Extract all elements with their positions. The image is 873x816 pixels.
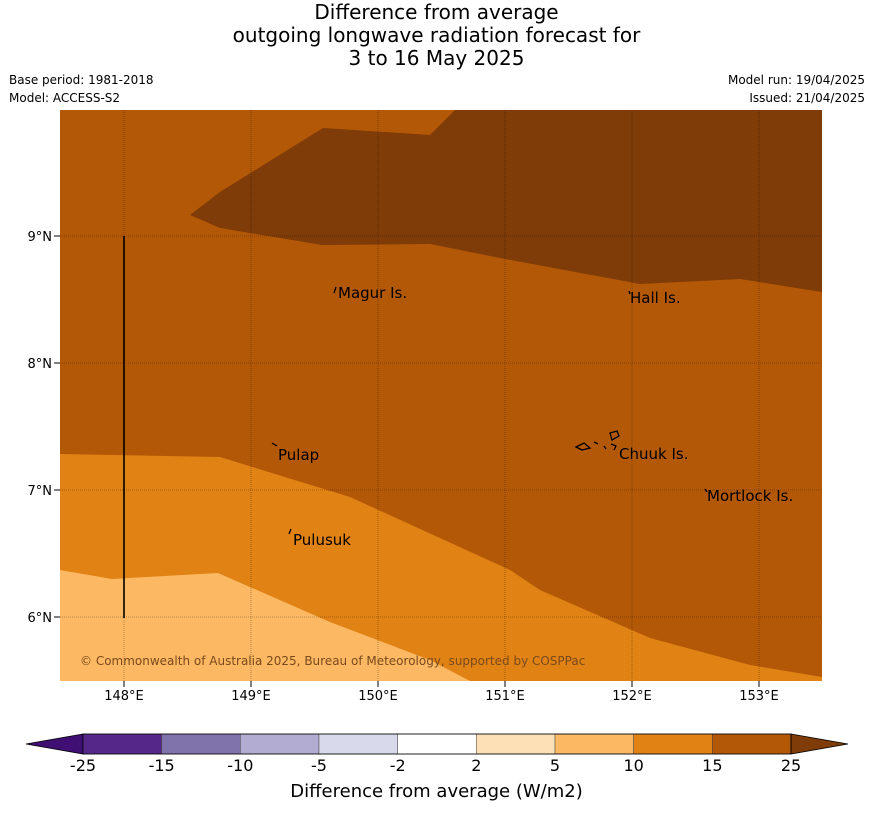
- colorbar-segment: [318, 733, 398, 755]
- colorbar-segment: [82, 733, 162, 755]
- colorbar-arrow-low: [25, 733, 84, 755]
- lon-tick-150e: 150°E: [358, 689, 398, 704]
- colorbar-tick-label: 10: [623, 756, 643, 775]
- region-5-10: [60, 570, 470, 681]
- colorbar-tick-label: -10: [227, 756, 253, 775]
- colorbar: -25 -15 -10 -5 -2 2 5 10 15 25: [25, 733, 849, 775]
- island-outlines: [271, 286, 708, 535]
- lon-tick-153e: 153°E: [739, 689, 779, 704]
- copyright-text: © Commonwealth of Australia 2025, Bureau…: [80, 654, 585, 668]
- lat-tick-9n: 9°N: [28, 230, 53, 245]
- place-label-pulap: Pulap: [278, 446, 319, 464]
- colorbar-segment: [397, 733, 477, 755]
- lon-tick-148e: 148°E: [104, 689, 144, 704]
- meta-right: Model run: 19/04/2025 Issued: 21/04/2025: [728, 71, 865, 107]
- colorbar-tick-label: -25: [70, 756, 96, 775]
- colorbar-tick-label: 15: [702, 756, 722, 775]
- colorbar-segment: [712, 733, 792, 755]
- colorbar-tick-label: -5: [311, 756, 327, 775]
- place-label-mortlock: Mortlock Is.: [707, 487, 793, 505]
- lat-tick-8n: 8°N: [28, 357, 53, 372]
- colorbar-segment: [161, 733, 241, 755]
- lon-axis: 148°E 149°E 150°E 151°E 152°E 153°E: [104, 681, 779, 704]
- meta-left: Base period: 1981-2018 Model: ACCESS-S2: [9, 71, 154, 107]
- model-run-text: Model run: 19/04/2025: [727, 73, 865, 87]
- model-text: Model: ACCESS-S2: [9, 91, 121, 105]
- colorbar-tick-label: 25: [781, 756, 801, 775]
- region-above-25: [190, 110, 822, 292]
- colorbar-tick-label: 2: [471, 756, 481, 775]
- colorbar-tick-label: -2: [390, 756, 406, 775]
- lon-tick-152e: 152°E: [612, 689, 652, 704]
- issued-text: Issued: 21/04/2025: [749, 91, 865, 105]
- place-label-chuuk: Chuuk Is.: [619, 445, 688, 463]
- colorbar-arrow-high: [790, 733, 849, 755]
- lat-axis: 9°N 8°N 7°N 6°N: [28, 230, 60, 626]
- lon-tick-149e: 149°E: [231, 689, 271, 704]
- graticule: [60, 110, 822, 681]
- lat-tick-6n: 6°N: [28, 611, 53, 626]
- title-line-2: outgoing longwave radiation forecast for: [232, 23, 641, 47]
- lon-tick-151e: 151°E: [485, 689, 525, 704]
- colorbar-segment: [633, 733, 713, 755]
- place-label-pulusuk: Pulusuk: [293, 531, 351, 549]
- colorbar-label: Difference from average (W/m2): [290, 781, 583, 802]
- colorbar-tick-label: 5: [550, 756, 560, 775]
- lat-tick-7n: 7°N: [28, 484, 53, 499]
- place-label-hall: Hall Is.: [630, 289, 681, 307]
- colorbar-outline: [82, 733, 792, 755]
- colorbar-segment: [476, 733, 556, 755]
- colorbar-segment: [554, 733, 634, 755]
- colorbar-tick-label: -15: [149, 756, 175, 775]
- map-plot-area: Magur Is. Hall Is. Pulap Chuuk Is. Mortl…: [60, 110, 822, 681]
- base-period-text: Base period: 1981-2018: [9, 73, 154, 87]
- colorbar-segment: [240, 733, 320, 755]
- title-line-1: Difference from average: [314, 0, 559, 24]
- title-line-3: 3 to 16 May 2025: [348, 46, 525, 70]
- place-label-magur: Magur Is.: [338, 284, 407, 302]
